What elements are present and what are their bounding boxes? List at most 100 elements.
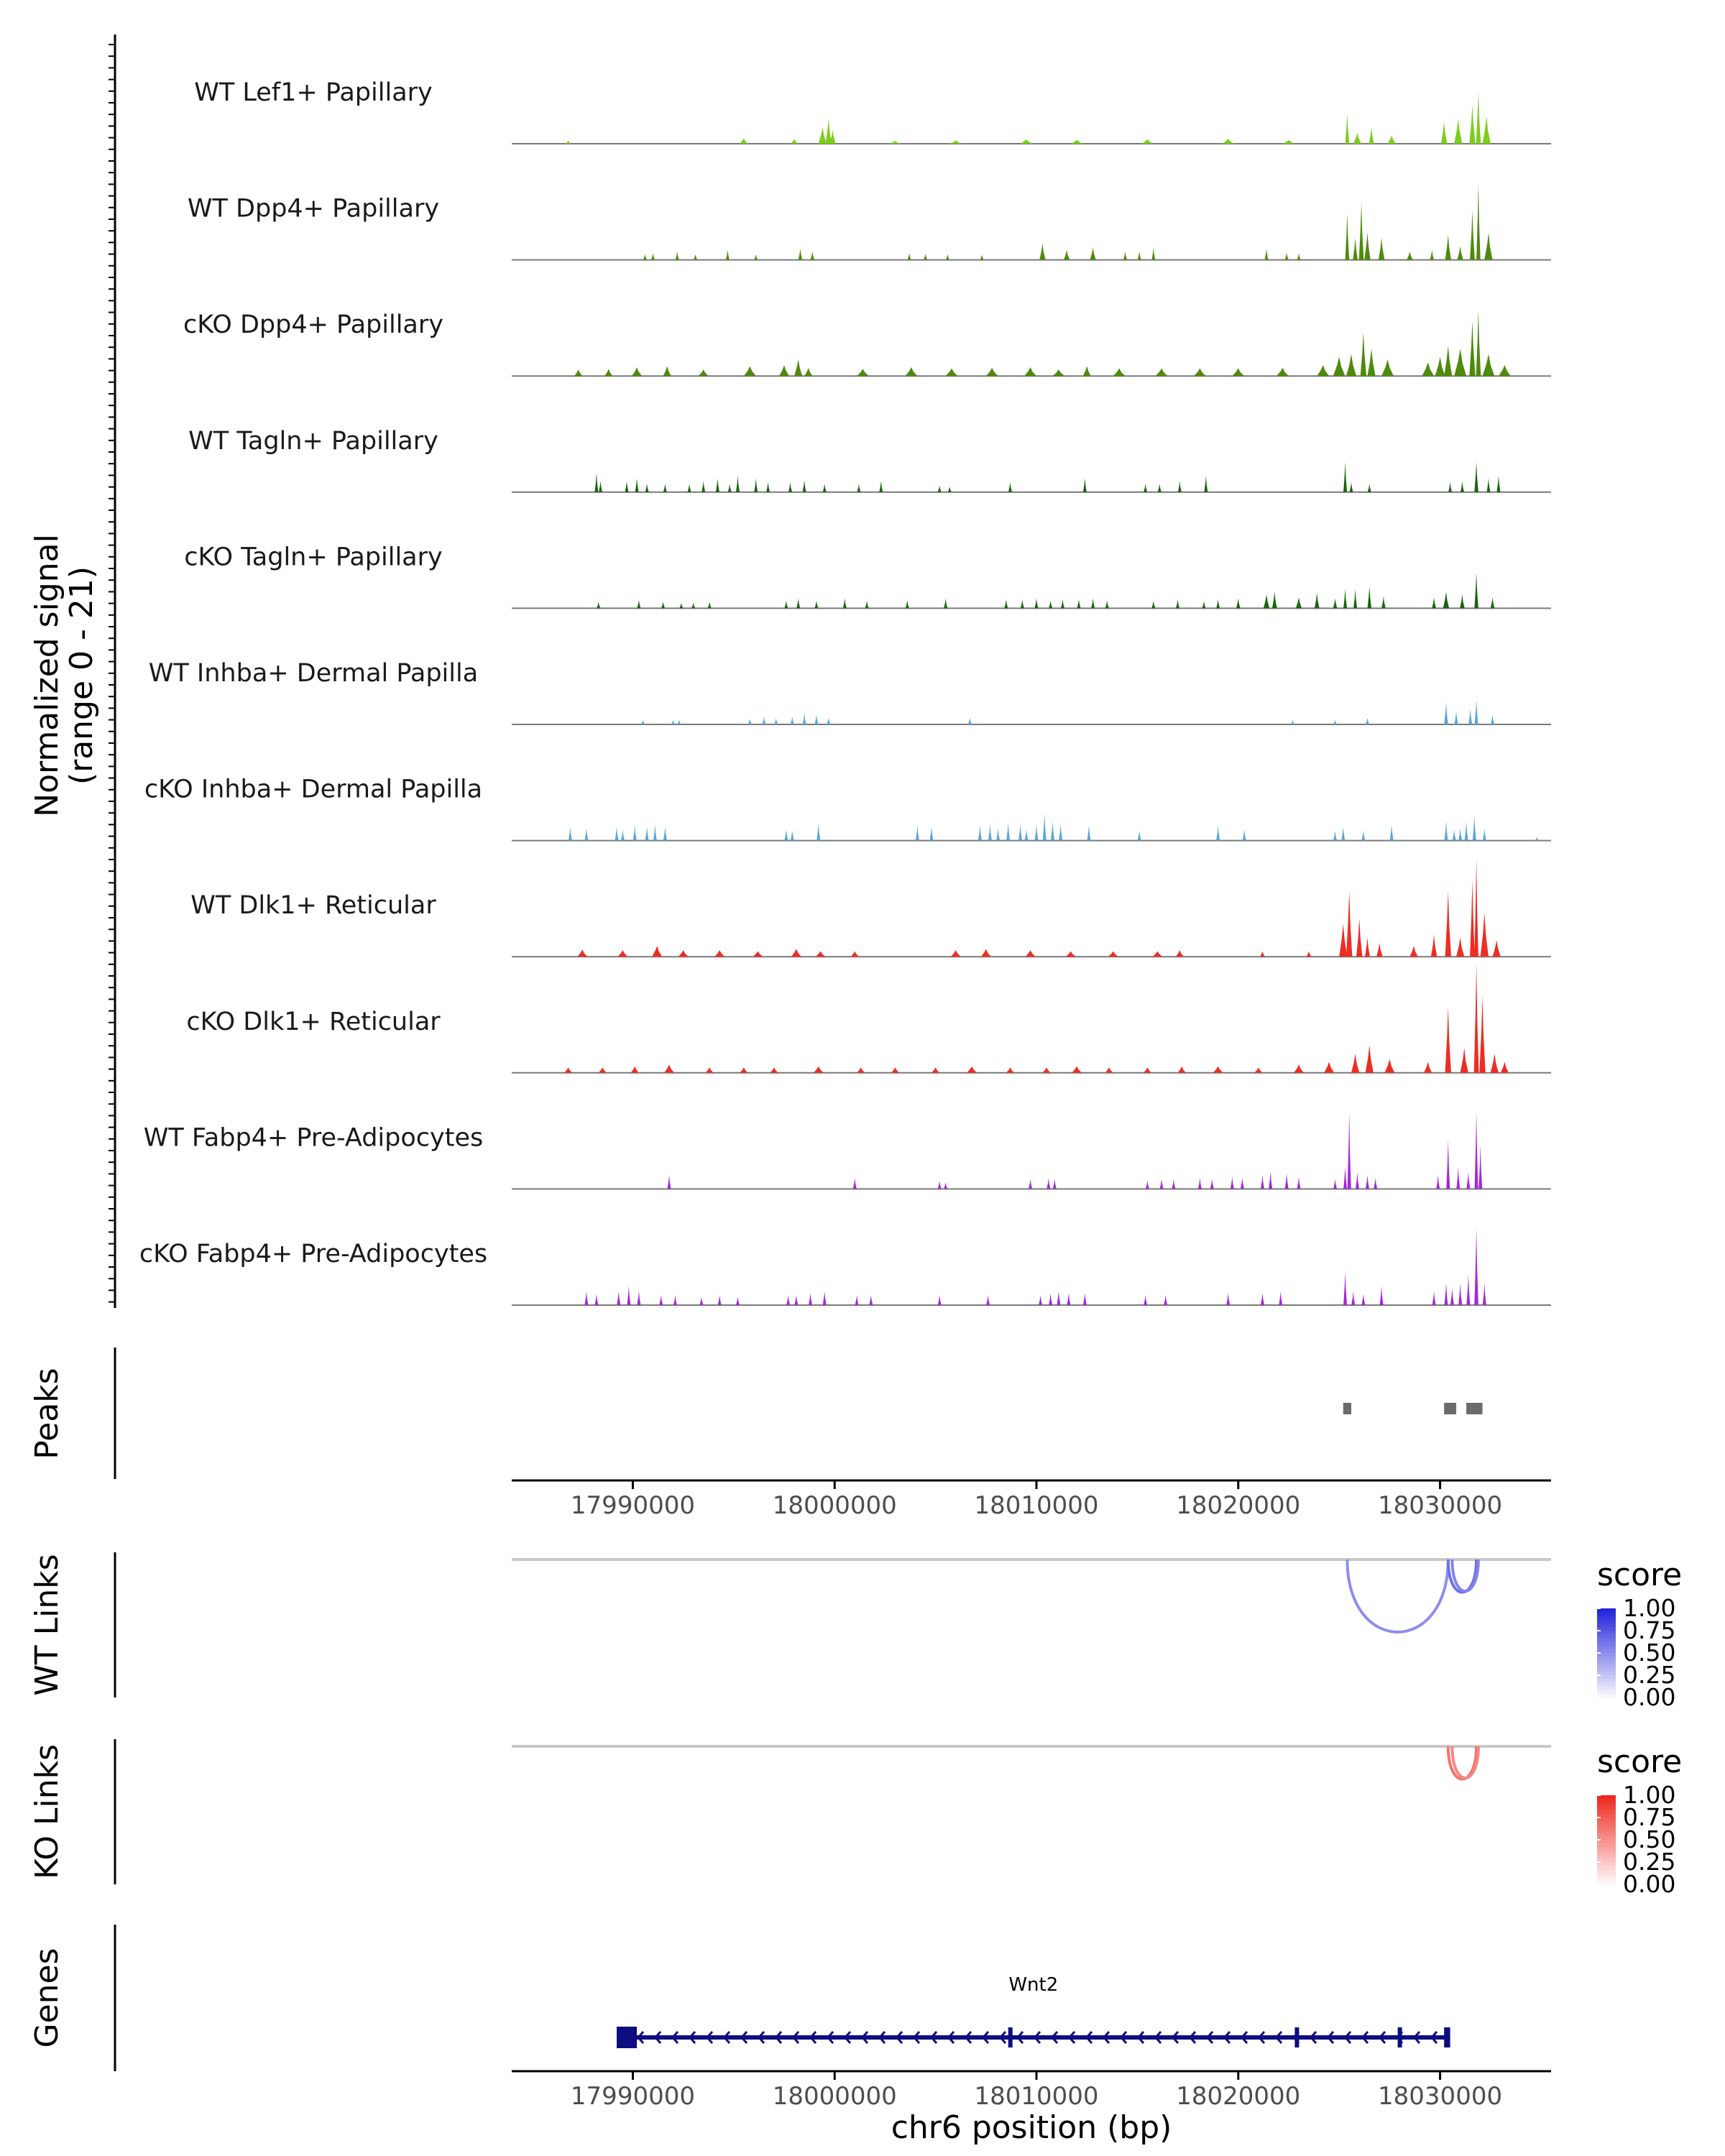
signal-peak bbox=[652, 946, 663, 957]
signal-peak bbox=[1123, 252, 1128, 260]
signal-peak bbox=[1333, 719, 1338, 724]
signal-peak bbox=[988, 824, 992, 841]
signal-peak bbox=[1476, 310, 1481, 377]
signal-peak bbox=[879, 481, 883, 492]
legend-color-step bbox=[1597, 1828, 1616, 1833]
signal-peak bbox=[1381, 596, 1386, 609]
track-label: WT Tagln+ Papillary bbox=[188, 427, 438, 456]
signal-peak bbox=[1454, 349, 1467, 377]
signal-peak bbox=[1052, 1179, 1057, 1189]
signal-peak bbox=[857, 1067, 865, 1073]
signal-peak bbox=[1151, 247, 1156, 260]
signal-peak bbox=[1004, 599, 1008, 609]
gene-exon bbox=[1008, 2027, 1013, 2047]
signal-peak bbox=[1441, 121, 1448, 144]
signal-peak bbox=[1034, 598, 1039, 609]
x-tick-label: 18030000 bbox=[1378, 2082, 1502, 2111]
signal-peak bbox=[946, 254, 949, 260]
x-tick-label: 18000000 bbox=[773, 2082, 897, 2111]
legend-color-step bbox=[1597, 1623, 1616, 1628]
signal-peak bbox=[1006, 823, 1011, 841]
link-arc bbox=[1346, 1559, 1450, 1634]
strand-arrow bbox=[775, 2031, 783, 2044]
signal-peak bbox=[1472, 816, 1476, 841]
signal-peak bbox=[1077, 599, 1081, 609]
signal-peak bbox=[1008, 482, 1012, 492]
ko-links-panel-label: KO Links bbox=[29, 1744, 65, 1879]
signal-peak bbox=[842, 598, 847, 609]
x-axis-title: chr6 position (bp) bbox=[891, 2109, 1172, 2146]
signal-peak bbox=[1324, 1061, 1335, 1073]
track-label: WT Lef1+ Papillary bbox=[194, 78, 433, 107]
signal-peak bbox=[1460, 481, 1464, 492]
coverage-y-axis-ticks bbox=[109, 44, 115, 1303]
signal-peak bbox=[1458, 1283, 1463, 1305]
ko-links-legend: score 1.000.750.500.250.00 bbox=[1597, 1743, 1682, 1898]
signal-peak bbox=[996, 828, 1000, 841]
signal-peak bbox=[1152, 951, 1163, 957]
signal-peak bbox=[1039, 243, 1046, 260]
signal-peak bbox=[786, 1295, 791, 1305]
signal-peak bbox=[1490, 597, 1495, 609]
signal-peak bbox=[947, 487, 952, 492]
strand-arrow bbox=[1034, 2031, 1041, 2044]
signal-peak bbox=[598, 1067, 607, 1073]
strand-arrow bbox=[1310, 2031, 1317, 2044]
signal-peak bbox=[1291, 719, 1295, 724]
signal-peak bbox=[1049, 600, 1053, 609]
signal-peak bbox=[1242, 829, 1246, 841]
signal-peak bbox=[1387, 135, 1396, 144]
signal-peak bbox=[1042, 1067, 1051, 1073]
legend-color-step bbox=[1597, 1690, 1616, 1695]
strand-arrow bbox=[671, 2031, 679, 2044]
signal-peak bbox=[1137, 830, 1141, 841]
signal-peak bbox=[1443, 591, 1450, 609]
peak-region bbox=[1466, 1403, 1483, 1414]
signal-peak bbox=[1499, 365, 1511, 377]
signal-peak bbox=[1143, 1067, 1152, 1073]
signal-peak bbox=[673, 1295, 677, 1305]
signal-peak bbox=[574, 369, 583, 377]
signal-peak bbox=[784, 600, 788, 609]
signal-peak bbox=[818, 127, 827, 144]
track-label: cKO Tagln+ Papillary bbox=[184, 543, 443, 571]
signal-peak bbox=[1492, 940, 1501, 957]
signal-peak bbox=[1432, 597, 1436, 609]
strand-arrow bbox=[1172, 2031, 1179, 2044]
signal-peak bbox=[1454, 119, 1463, 144]
signal-peak bbox=[1444, 346, 1453, 377]
signal-peak bbox=[725, 249, 730, 260]
strand-arrow bbox=[1016, 2031, 1024, 2044]
signal-peak bbox=[736, 475, 740, 492]
signal-peak bbox=[985, 367, 998, 377]
signal-peak bbox=[945, 368, 958, 377]
signal-peak bbox=[615, 826, 619, 841]
signal-peak bbox=[1145, 1181, 1149, 1189]
signal-peak bbox=[702, 481, 706, 492]
signal-peak bbox=[1364, 232, 1371, 260]
legend-color-step bbox=[1597, 1667, 1616, 1672]
signal-peak bbox=[1356, 1172, 1359, 1189]
signal-peak bbox=[1367, 349, 1376, 377]
signal-peak bbox=[617, 1291, 621, 1305]
signal-peak bbox=[865, 600, 869, 609]
legend-color-step bbox=[1597, 1825, 1616, 1830]
coverage-y-axis-range: (range 0 - 21) bbox=[63, 566, 100, 785]
signal-peak bbox=[1460, 1048, 1468, 1073]
signal-peak bbox=[1482, 354, 1495, 377]
wt-links-legend: score 1.000.750.500.250.00 bbox=[1597, 1557, 1682, 1711]
signal-peak bbox=[671, 719, 676, 724]
strand-arrow bbox=[1189, 2031, 1197, 2044]
legend-color-step bbox=[1597, 1851, 1616, 1856]
legend-color-step bbox=[1597, 1866, 1616, 1870]
signal-peak bbox=[1070, 139, 1083, 144]
signal-peak bbox=[1353, 589, 1358, 609]
signal-peak bbox=[714, 950, 725, 957]
signal-peak bbox=[1230, 1176, 1234, 1189]
signal-peak bbox=[627, 1286, 631, 1305]
signal-peak bbox=[1484, 232, 1493, 260]
strand-arrow bbox=[1120, 2031, 1128, 2044]
legend-color-step bbox=[1597, 1802, 1616, 1807]
signal-peak bbox=[1236, 598, 1241, 609]
signal-peak bbox=[1424, 1061, 1432, 1073]
